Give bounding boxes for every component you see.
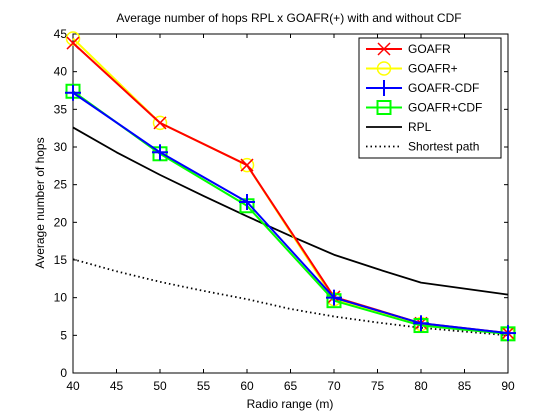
x-tick-label: 65 xyxy=(284,379,298,393)
data-point xyxy=(239,157,255,173)
series-goafr-cdf xyxy=(65,84,516,342)
data-point xyxy=(240,158,254,172)
legend-item: Shortest path xyxy=(366,140,479,154)
legend: GOAFR GOAFR+ GOAFR-CDF GOAFR+CDF RPL Shortest… xyxy=(358,37,502,159)
x-tick-label: 85 xyxy=(458,379,472,393)
legend-box xyxy=(358,37,502,159)
data-point xyxy=(152,115,168,131)
y-tick-label: 20 xyxy=(54,215,68,229)
legend-label: GOAFR-CDF xyxy=(408,81,479,95)
data-point xyxy=(153,116,167,130)
series-rpl xyxy=(72,126,509,296)
legend-label: GOAFR+ xyxy=(408,62,458,76)
legend-marker xyxy=(377,42,391,56)
y-tick-label: 25 xyxy=(54,178,68,192)
legend-item: RPL xyxy=(366,120,432,134)
data-point xyxy=(66,36,80,50)
data-point xyxy=(152,144,168,161)
series-shortest-path xyxy=(72,258,509,337)
y-tick-label: 35 xyxy=(54,102,68,116)
x-tick-label: 75 xyxy=(371,379,385,393)
y-tick-label: 15 xyxy=(54,253,68,267)
legend-marker xyxy=(376,100,392,115)
y-tick-label: 5 xyxy=(60,328,67,342)
x-axis: 40 45 50 55 60 65 70 75 80 85 90 xyxy=(66,34,515,393)
data-point xyxy=(65,84,81,101)
x-axis-label: Radio range (m) xyxy=(247,397,334,411)
x-tick-label: 50 xyxy=(153,379,167,393)
legend-label: RPL xyxy=(408,120,432,134)
series-line xyxy=(72,126,509,296)
series-line xyxy=(72,258,509,337)
legend-label: Shortest path xyxy=(408,140,479,154)
legend-item: GOAFR-CDF xyxy=(366,80,479,96)
y-tick-label: 45 xyxy=(54,27,68,41)
y-axis-label: Average number of hops xyxy=(33,137,47,268)
x-tick-label: 80 xyxy=(414,379,428,393)
data-point xyxy=(239,193,255,210)
y-tick-label: 0 xyxy=(60,366,67,380)
legend-label: GOAFR+CDF xyxy=(408,101,482,115)
y-tick-label: 30 xyxy=(54,140,68,154)
legend-label: GOAFR xyxy=(408,42,451,56)
y-tick-label: 10 xyxy=(54,291,68,305)
x-tick-label: 55 xyxy=(197,379,211,393)
legend-marker xyxy=(376,61,392,76)
data-point xyxy=(500,325,516,342)
legend-item: GOAFR+ xyxy=(366,61,458,76)
x-tick-label: 70 xyxy=(327,379,341,393)
series-line xyxy=(72,91,509,335)
y-axis: 0 5 10 15 20 25 30 35 40 45 xyxy=(54,27,508,380)
legend-item: GOAFR+CDF xyxy=(366,100,482,115)
series-layer xyxy=(65,31,516,342)
x-tick-label: 60 xyxy=(240,379,254,393)
x-tick-label: 45 xyxy=(110,379,124,393)
y-tick-label: 40 xyxy=(54,65,68,79)
x-tick-label: 90 xyxy=(501,379,515,393)
chart-title: Average number of hops RPL x GOAFR(+) wi… xyxy=(116,11,461,25)
legend-item: GOAFR xyxy=(366,42,451,56)
data-point xyxy=(326,289,342,306)
data-point xyxy=(413,315,429,332)
x-tick-label: 40 xyxy=(66,379,80,393)
legend-marker xyxy=(376,80,392,96)
data-point xyxy=(65,31,81,46)
